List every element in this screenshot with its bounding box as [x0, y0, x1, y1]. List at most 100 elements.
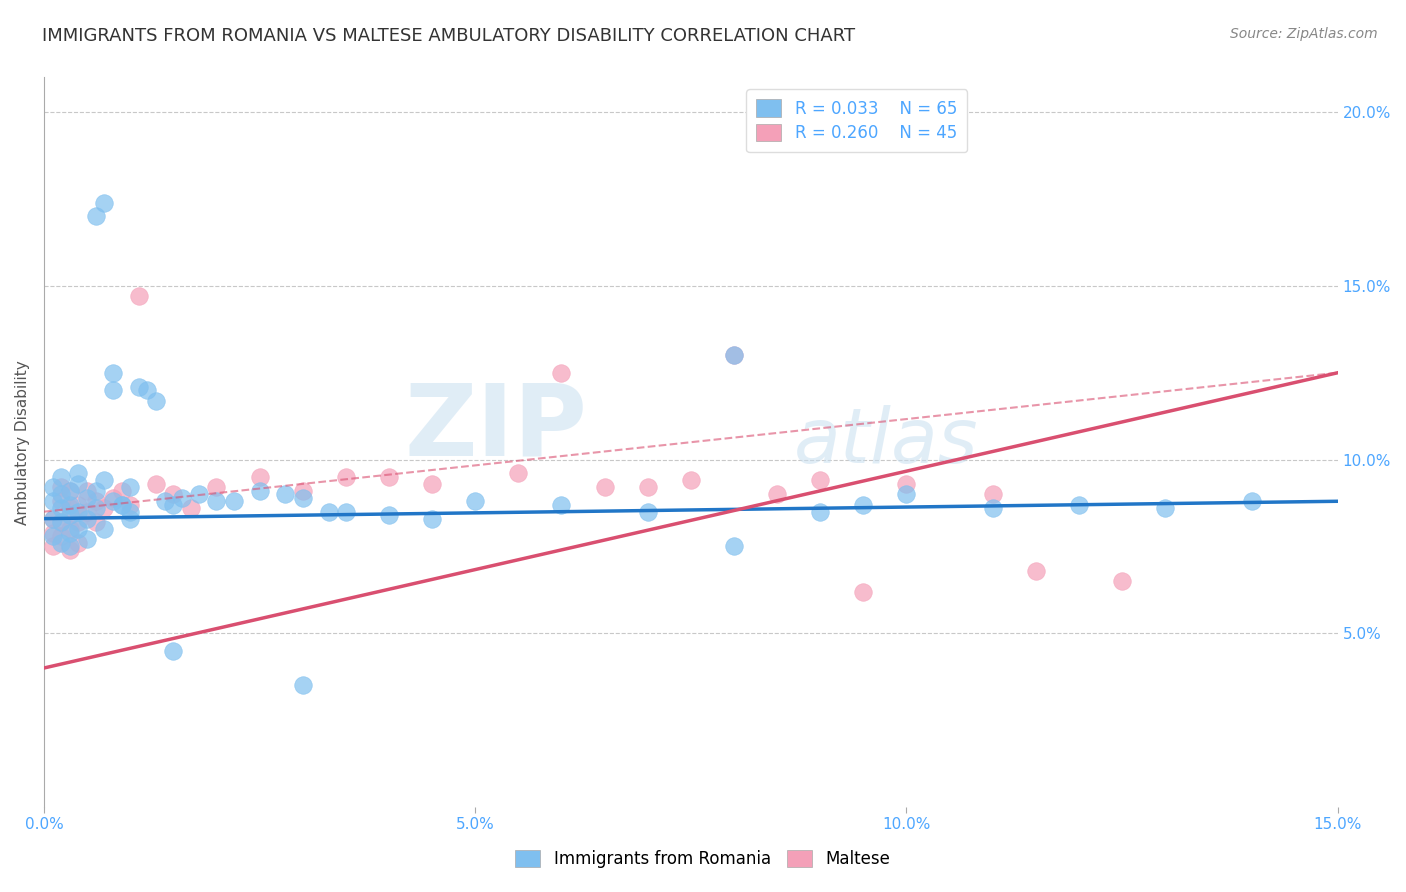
- Point: [67, 498, 90, 512]
- Point: [84, 494, 107, 508]
- Point: [318, 505, 340, 519]
- Point: [120, 511, 142, 525]
- Point: [110, 483, 132, 498]
- Point: [76, 483, 98, 498]
- Point: [188, 487, 211, 501]
- Point: [205, 480, 228, 494]
- Point: [852, 584, 875, 599]
- Point: [49, 470, 72, 484]
- Point: [67, 522, 90, 536]
- Point: [249, 470, 271, 484]
- Point: [84, 501, 107, 516]
- Point: [59, 501, 82, 516]
- Point: [637, 480, 659, 494]
- Point: [170, 491, 193, 505]
- Point: [145, 393, 167, 408]
- Point: [723, 540, 745, 554]
- Point: [59, 483, 82, 498]
- Point: [128, 289, 150, 303]
- Point: [420, 476, 443, 491]
- Point: [120, 498, 142, 512]
- Point: [1067, 498, 1090, 512]
- Point: [41, 529, 63, 543]
- Point: [162, 498, 184, 512]
- Point: [508, 467, 530, 481]
- Point: [291, 678, 314, 692]
- Point: [335, 470, 357, 484]
- Point: [84, 483, 107, 498]
- Point: [93, 474, 115, 488]
- Point: [101, 491, 124, 505]
- Point: [76, 505, 98, 519]
- Point: [120, 505, 142, 519]
- Point: [49, 536, 72, 550]
- Point: [49, 487, 72, 501]
- Point: [41, 511, 63, 525]
- Point: [76, 533, 98, 547]
- Point: [101, 383, 124, 397]
- Point: [981, 501, 1004, 516]
- Point: [59, 525, 82, 540]
- Point: [67, 505, 90, 519]
- Point: [93, 501, 115, 516]
- Point: [110, 498, 132, 512]
- Point: [896, 476, 918, 491]
- Point: [808, 505, 831, 519]
- Point: [67, 476, 90, 491]
- Legend: R = 0.033    N = 65, R = 0.260    N = 45: R = 0.033 N = 65, R = 0.260 N = 45: [747, 89, 967, 153]
- Point: [378, 470, 401, 484]
- Point: [49, 515, 72, 529]
- Point: [205, 494, 228, 508]
- Point: [67, 467, 90, 481]
- Point: [49, 529, 72, 543]
- Point: [76, 511, 98, 525]
- Point: [291, 491, 314, 505]
- Point: [896, 487, 918, 501]
- Point: [550, 498, 572, 512]
- Point: [637, 505, 659, 519]
- Point: [222, 494, 245, 508]
- Point: [59, 542, 82, 557]
- Point: [41, 511, 63, 525]
- Point: [249, 483, 271, 498]
- Point: [291, 483, 314, 498]
- Point: [59, 498, 82, 512]
- Point: [49, 501, 72, 516]
- Point: [136, 383, 159, 397]
- Point: [723, 348, 745, 362]
- Point: [1154, 501, 1177, 516]
- Point: [128, 379, 150, 393]
- Point: [162, 643, 184, 657]
- Point: [593, 480, 616, 494]
- Point: [1240, 494, 1263, 508]
- Point: [41, 494, 63, 508]
- Point: [93, 195, 115, 210]
- Point: [335, 505, 357, 519]
- Point: [162, 487, 184, 501]
- Point: [981, 487, 1004, 501]
- Text: Source: ZipAtlas.com: Source: ZipAtlas.com: [1230, 27, 1378, 41]
- Point: [550, 366, 572, 380]
- Text: IMMIGRANTS FROM ROMANIA VS MALTESE AMBULATORY DISABILITY CORRELATION CHART: IMMIGRANTS FROM ROMANIA VS MALTESE AMBUL…: [42, 27, 855, 45]
- Text: ZIP: ZIP: [405, 379, 588, 476]
- Point: [49, 494, 72, 508]
- Point: [1025, 564, 1047, 578]
- Point: [679, 474, 702, 488]
- Point: [464, 494, 486, 508]
- Point: [76, 491, 98, 505]
- Point: [420, 511, 443, 525]
- Point: [41, 540, 63, 554]
- Point: [59, 522, 82, 536]
- Point: [1111, 574, 1133, 589]
- Point: [84, 515, 107, 529]
- Point: [766, 487, 789, 501]
- Legend: Immigrants from Romania, Maltese: Immigrants from Romania, Maltese: [509, 843, 897, 875]
- Point: [153, 494, 176, 508]
- Point: [93, 522, 115, 536]
- Point: [101, 366, 124, 380]
- Point: [723, 348, 745, 362]
- Point: [49, 515, 72, 529]
- Point: [59, 508, 82, 523]
- Point: [67, 515, 90, 529]
- Point: [180, 501, 202, 516]
